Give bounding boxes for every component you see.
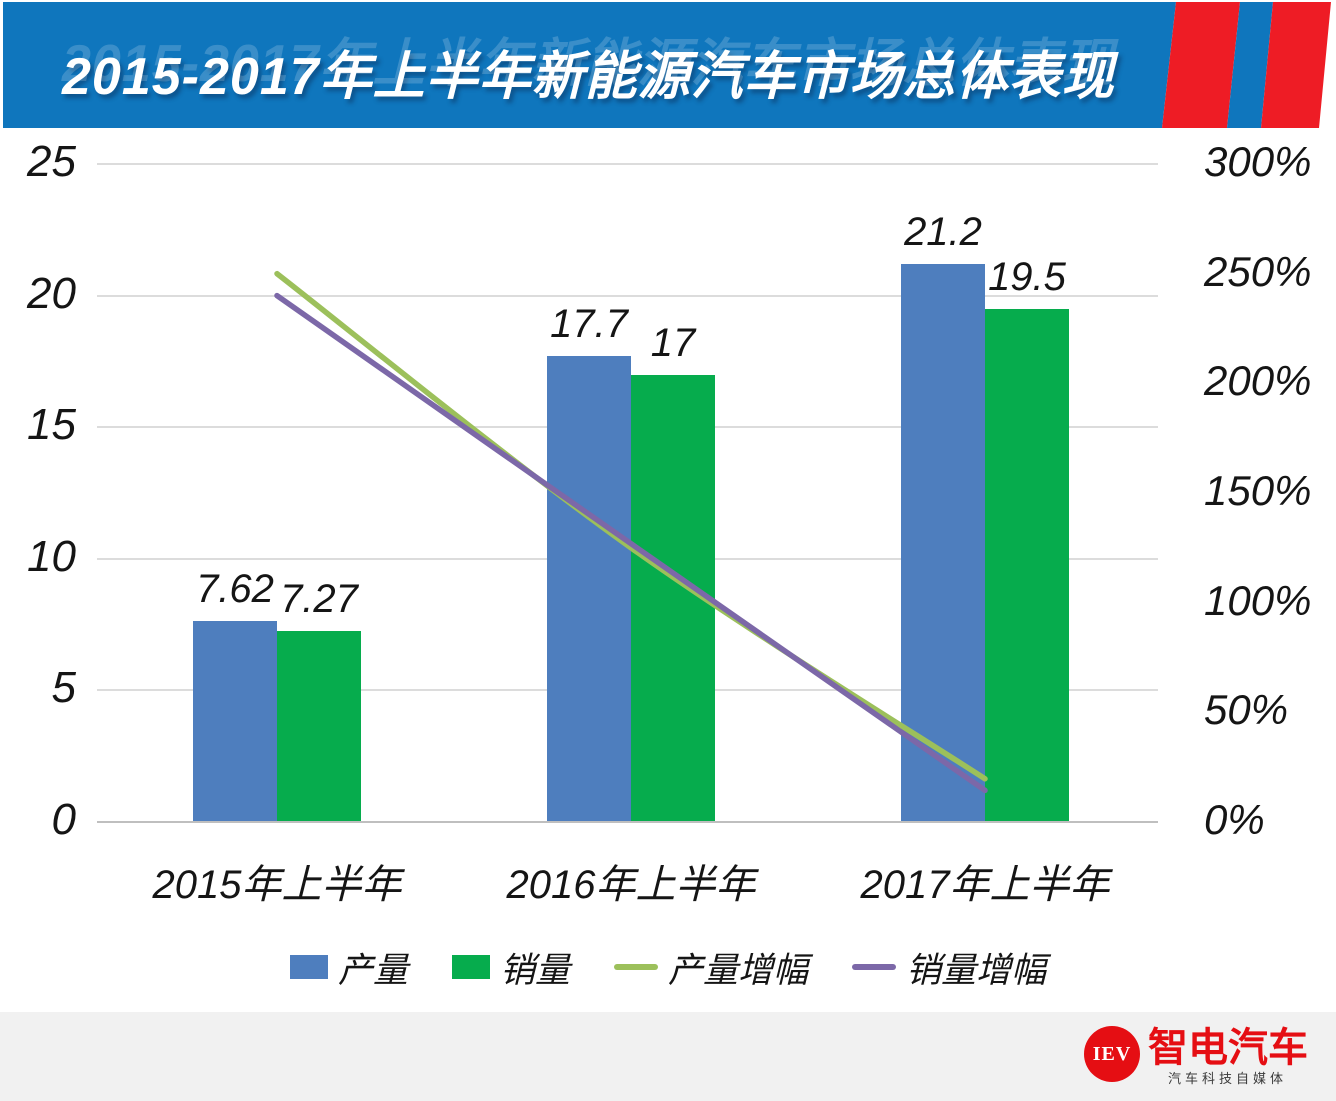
right-axis-tick: 0%: [1204, 796, 1265, 844]
production-growth-line-swatch: [614, 964, 658, 970]
left-axis-tick: 20: [27, 268, 76, 318]
production-bar: [547, 356, 631, 822]
bar-value-label: 7.62: [196, 567, 274, 612]
sales-bar: [985, 308, 1069, 822]
right-axis-tick: 50%: [1204, 686, 1289, 734]
legend-item-sales-growth: 销量增幅: [852, 942, 1046, 993]
right-axis-tick: 300%: [1204, 138, 1312, 186]
sales-bar: [277, 630, 361, 822]
left-axis-tick: 0: [51, 795, 76, 844]
x-axis-line: [97, 821, 1158, 823]
legend-label-production-growth: 产量增幅: [668, 950, 809, 990]
gridline: [97, 163, 1158, 165]
left-axis-tick: 15: [27, 400, 76, 450]
brand-name: 智电汽车: [1148, 1026, 1308, 1070]
right-axis-tick: 250%: [1204, 247, 1312, 295]
legend-item-production: 产量: [289, 942, 408, 993]
iev-logo-icon: IEV: [1084, 1026, 1140, 1082]
brand-tagline: 汽车科技自媒体: [1168, 1071, 1288, 1086]
x-axis-category-label: 2016年上半年: [506, 863, 756, 907]
bar-value-label: 17: [650, 320, 696, 365]
production-bar-swatch: [289, 955, 328, 979]
left-axis-tick: 25: [27, 137, 76, 186]
right-axis-tick: 150%: [1204, 467, 1312, 515]
legend-label-sales-growth: 销量增幅: [906, 950, 1047, 990]
legend-item-sales: 销量: [451, 942, 570, 993]
legend-label-sales: 销量: [499, 950, 570, 990]
left-axis-tick: 5: [51, 663, 76, 713]
right-axis-tick: 100%: [1204, 576, 1312, 624]
right-axis-tick: 200%: [1204, 357, 1312, 405]
bar-value-label: 19.5: [988, 254, 1066, 299]
bar-value-label: 7.27: [280, 576, 358, 621]
x-axis-category-label: 2015年上半年: [152, 863, 402, 907]
legend-label-production: 产量: [337, 950, 408, 990]
production-bar: [901, 264, 985, 822]
sales-growth-line-swatch: [852, 964, 897, 970]
banner-stripe-red-2: [1261, 2, 1331, 128]
sales-bar-swatch: [451, 955, 490, 979]
chart-legend: 产量 销量 产量增幅 销量增幅: [0, 938, 1336, 996]
banner-stripe-blue: [1227, 2, 1273, 128]
production-bar: [193, 621, 277, 822]
x-axis-category-label: 2017年上半年: [860, 863, 1110, 907]
legend-item-production-growth: 产量增幅: [614, 942, 808, 993]
banner-stripe-red-1: [1162, 2, 1240, 128]
banner-background: [3, 2, 1331, 128]
page-title: 2015-2017年上半年新能源汽车市场总体表现: [62, 47, 1115, 106]
sales-bar: [631, 374, 715, 822]
left-axis-tick: 10: [27, 531, 76, 581]
logo-text: IEV: [1092, 1042, 1132, 1065]
banner-parallelogram: [3, 2, 1176, 128]
bar-value-label: 21.2: [904, 210, 982, 255]
